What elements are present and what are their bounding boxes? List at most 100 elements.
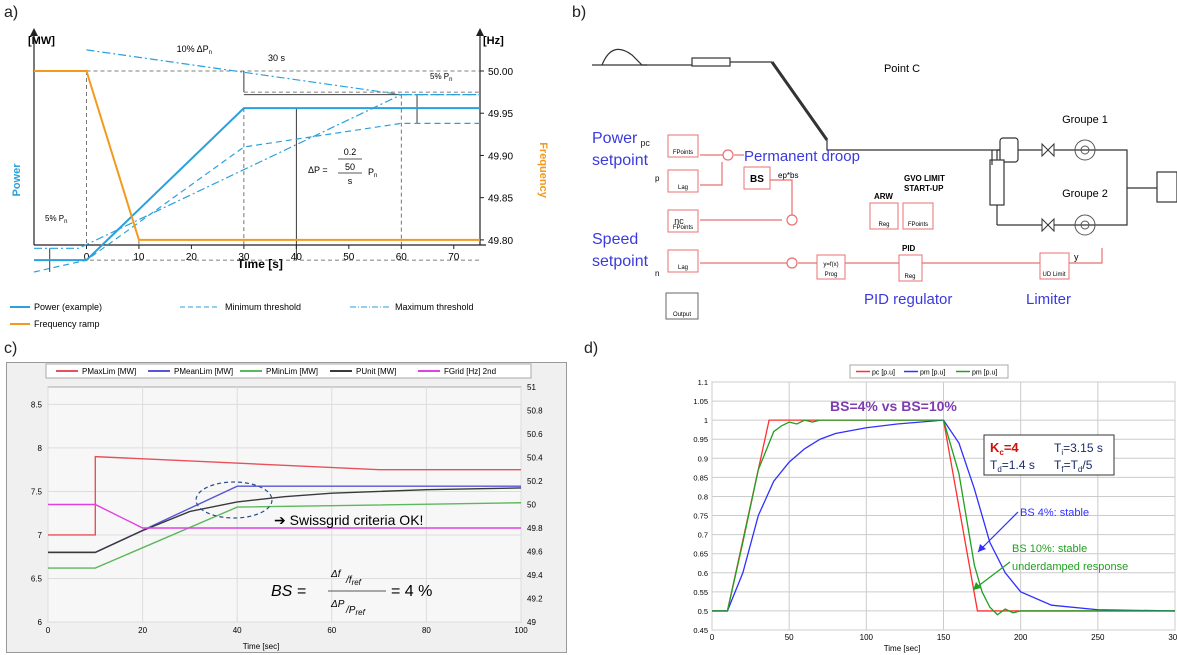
legend-item: pc [p.u]	[872, 370, 895, 377]
panel-label-a: a)	[4, 4, 19, 21]
x-tick-label: 50	[343, 252, 355, 263]
svg-text:/fref: /fref	[345, 575, 362, 587]
series-line	[48, 503, 521, 529]
series-line	[34, 70, 480, 241]
pid-block: Reg	[898, 254, 923, 282]
pid-regulator-label: PID regulator	[864, 291, 952, 308]
series-line	[33, 122, 480, 273]
chart-d: pc [p.u] pm [p.u] pm [p.u] 0 50 100 150 200 250…	[693, 364, 1177, 653]
valve-icon	[1041, 142, 1055, 233]
x-tick-label: 200	[1014, 633, 1028, 642]
legend-item: PUnit [MW]	[356, 367, 396, 376]
arrow-icon	[30, 28, 38, 36]
legend-a-item: Minimum threshold	[225, 302, 301, 312]
ylabel-right-a: Frequency	[537, 142, 549, 199]
permanent-droop-label: Permanent droop	[744, 148, 860, 165]
gvo-label-1: GVO LIMIT	[904, 174, 945, 183]
legend-box	[849, 364, 1009, 379]
svg-text:FPoints: FPoints	[673, 225, 693, 231]
chart-c: PMaxLim [MW] PMeanLim [MW] PMinLim [MW] PUn…	[6, 362, 567, 653]
lag-block: Lag	[667, 249, 699, 273]
svg-text:BS =: BS =	[271, 583, 306, 600]
y-tick-label: 1.1	[698, 378, 708, 387]
x-tick-label: 100	[860, 633, 874, 642]
x-tick-label: 20	[186, 252, 198, 263]
five-pct-left-label: 5% Pn	[45, 214, 67, 225]
svg-text:Prog: Prog	[825, 272, 838, 278]
thirty-s-label: 30 s	[268, 53, 286, 63]
output-block: Output	[665, 292, 699, 320]
bs10-arrow	[972, 561, 1011, 591]
groupe1-label: Groupe 1	[1062, 114, 1108, 126]
x-tick-label: 80	[422, 626, 431, 635]
y-tick-label-right: 49.4	[527, 571, 543, 580]
ylabel-left-a: Power	[11, 163, 23, 197]
y-tick-label: 0.95	[693, 435, 708, 444]
bs-compare-title: BS=4% vs BS=10%	[830, 398, 957, 414]
limiter-label: Limiter	[1026, 291, 1071, 308]
summing-junction	[722, 149, 798, 269]
svg-text:Lag: Lag	[678, 265, 688, 271]
y-tick-label: 0.65	[693, 550, 708, 559]
y-tick-label: 0.85	[693, 473, 708, 482]
fpoints-block: FPoints	[667, 134, 699, 158]
y-tick-label-right: 49.85	[488, 194, 513, 205]
x-tick-label: 70	[448, 252, 460, 263]
series-line	[48, 502, 522, 569]
svg-text:Δf: Δf	[330, 569, 342, 580]
setpoint-label: setpoint	[592, 253, 649, 270]
y-tick-label: 0.75	[693, 512, 708, 521]
legend-item: PMaxLim [MW]	[82, 367, 136, 376]
y-tick-label-left: 7.5	[31, 487, 43, 496]
y-tick-label-right: 50	[527, 501, 536, 510]
series-line	[48, 455, 521, 536]
y-tick-label-right: 49	[527, 618, 536, 627]
svg-text:FPoints: FPoints	[908, 222, 928, 228]
x-tick-label: 30	[238, 252, 250, 263]
y-tick-label-right: 51	[527, 383, 536, 392]
svg-text:y=f(x): y=f(x)	[823, 262, 838, 268]
series-line	[86, 49, 480, 96]
pid-label: PID	[902, 244, 916, 253]
bs10-label-b: underdamped response	[1012, 561, 1128, 573]
x-tick-label: 40	[233, 626, 242, 635]
svg-text:UD Limit: UD Limit	[1042, 272, 1065, 278]
panel-label-b: b)	[572, 4, 587, 21]
y-tick-label-left: 8.5	[31, 400, 43, 409]
frac-bot: s	[348, 176, 353, 186]
legend-a: Power (example) Minimum threshold Maximu…	[10, 302, 474, 329]
p-label: p	[655, 174, 660, 183]
xlabel-a: Time [s]	[237, 257, 283, 271]
arw-label: ARW	[874, 192, 893, 201]
bs-formula: BS = Δf /fref ΔP /Pref = 4 %	[271, 569, 432, 617]
bs10-label-a: BS 10%: stable	[1012, 543, 1087, 555]
svg-text:ΔP: ΔP	[330, 599, 345, 610]
y-tick-label-left: 7	[38, 531, 43, 540]
bs-block: BS	[743, 166, 771, 190]
y-tick-label-left: 6	[38, 618, 43, 627]
speed-label: Speednc	[592, 216, 684, 248]
svg-text:Tf=Td/5: Tf=Td/5	[1054, 458, 1093, 474]
setpoint-label: setpoint	[592, 152, 649, 169]
legend-a-item: Maximum threshold	[395, 302, 474, 312]
diagram-b: Point C Groupe 1 Groupe 2 FPoints Lag	[592, 48, 1177, 320]
series-line	[712, 419, 1175, 616]
arrow-icon	[978, 544, 986, 552]
legend-a-item: Frequency ramp	[34, 319, 100, 329]
x-tick-label: 300	[1168, 633, 1177, 642]
y-tick-label: 0.9	[698, 454, 708, 463]
ep-bs-label: ep*bs	[778, 171, 798, 180]
groupe2-label: Groupe 2	[1062, 188, 1108, 200]
arw-block: Reg	[869, 202, 899, 230]
svg-text:Kc=4: Kc=4	[990, 440, 1019, 457]
y-tick-label-right: 49.6	[527, 548, 543, 557]
y-tick-label-right: 50.00	[488, 67, 513, 78]
y-tick-label-right: 50.8	[527, 407, 543, 416]
x-tick-label: 0	[46, 626, 51, 635]
limiter-block: UD Limit	[1039, 252, 1070, 280]
svg-text:/Pref: /Pref	[345, 605, 366, 617]
x-tick-label: 100	[514, 626, 528, 635]
panel-label-d: d)	[584, 340, 599, 357]
legend-item: pm [p.u]	[920, 370, 945, 377]
y-tick-label-right: 49.80	[488, 236, 513, 247]
